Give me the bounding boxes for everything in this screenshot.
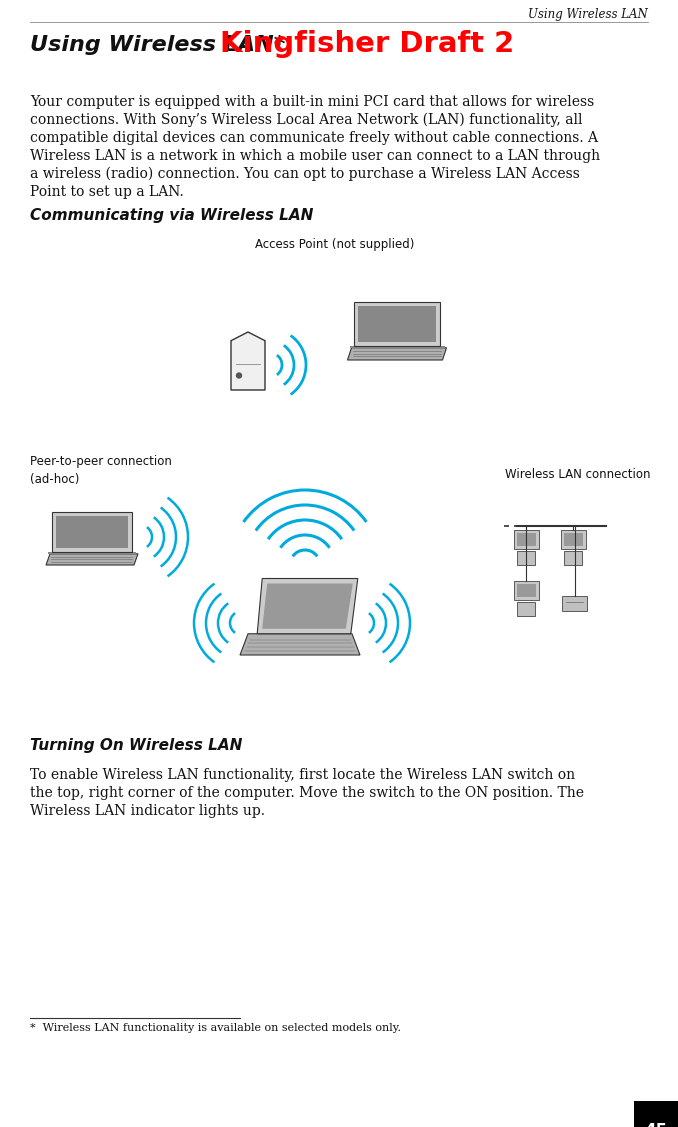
Text: Peer-to-peer connection
(ad-hoc): Peer-to-peer connection (ad-hoc) <box>30 455 172 486</box>
Text: Access Point (not supplied): Access Point (not supplied) <box>256 238 415 251</box>
Polygon shape <box>240 633 360 655</box>
Polygon shape <box>358 305 436 341</box>
Polygon shape <box>348 348 447 360</box>
Polygon shape <box>231 332 265 390</box>
Polygon shape <box>517 533 536 545</box>
Polygon shape <box>56 515 127 548</box>
Text: Wireless LAN is a network in which a mobile user can connect to a LAN through: Wireless LAN is a network in which a mob… <box>30 149 600 163</box>
Text: compatible digital devices can communicate freely without cable connections. A: compatible digital devices can communica… <box>30 131 598 145</box>
Polygon shape <box>46 553 138 565</box>
Polygon shape <box>514 530 539 549</box>
Text: Turning On Wireless LAN: Turning On Wireless LAN <box>30 738 242 753</box>
Polygon shape <box>563 533 583 545</box>
Text: the top, right corner of the computer. Move the switch to the ON position. The: the top, right corner of the computer. M… <box>30 786 584 800</box>
Text: Using Wireless LAN*: Using Wireless LAN* <box>30 35 285 55</box>
Text: Kingfisher Draft 2: Kingfisher Draft 2 <box>220 30 514 57</box>
Polygon shape <box>48 552 136 553</box>
Text: Point to set up a LAN.: Point to set up a LAN. <box>30 185 184 199</box>
Polygon shape <box>517 602 536 615</box>
Text: a wireless (radio) connection. You can opt to purchase a Wireless LAN Access: a wireless (radio) connection. You can o… <box>30 167 580 181</box>
Text: Your computer is equipped with a built-in mini PCI card that allows for wireless: Your computer is equipped with a built-i… <box>30 95 594 109</box>
Text: 45: 45 <box>644 1122 668 1127</box>
Polygon shape <box>562 596 587 611</box>
Polygon shape <box>561 530 586 549</box>
Polygon shape <box>349 346 445 348</box>
Polygon shape <box>517 551 536 565</box>
Text: Wireless LAN connection: Wireless LAN connection <box>505 468 650 481</box>
Polygon shape <box>563 551 582 565</box>
Polygon shape <box>52 512 132 552</box>
FancyBboxPatch shape <box>634 1101 678 1127</box>
Polygon shape <box>517 584 536 597</box>
Polygon shape <box>262 584 353 629</box>
Text: To enable Wireless LAN functionality, first locate the Wireless LAN switch on: To enable Wireless LAN functionality, fi… <box>30 767 575 782</box>
Polygon shape <box>257 578 358 633</box>
Text: *  Wireless LAN functionality is available on selected models only.: * Wireless LAN functionality is availabl… <box>30 1023 401 1033</box>
Polygon shape <box>354 302 440 346</box>
Text: Using Wireless LAN: Using Wireless LAN <box>528 8 648 21</box>
Text: Wireless LAN indicator lights up.: Wireless LAN indicator lights up. <box>30 804 265 818</box>
Text: Communicating via Wireless LAN: Communicating via Wireless LAN <box>30 208 313 223</box>
Polygon shape <box>514 582 539 600</box>
Text: connections. With Sony’s Wireless Local Area Network (LAN) functionality, all: connections. With Sony’s Wireless Local … <box>30 113 582 127</box>
Circle shape <box>237 373 241 378</box>
